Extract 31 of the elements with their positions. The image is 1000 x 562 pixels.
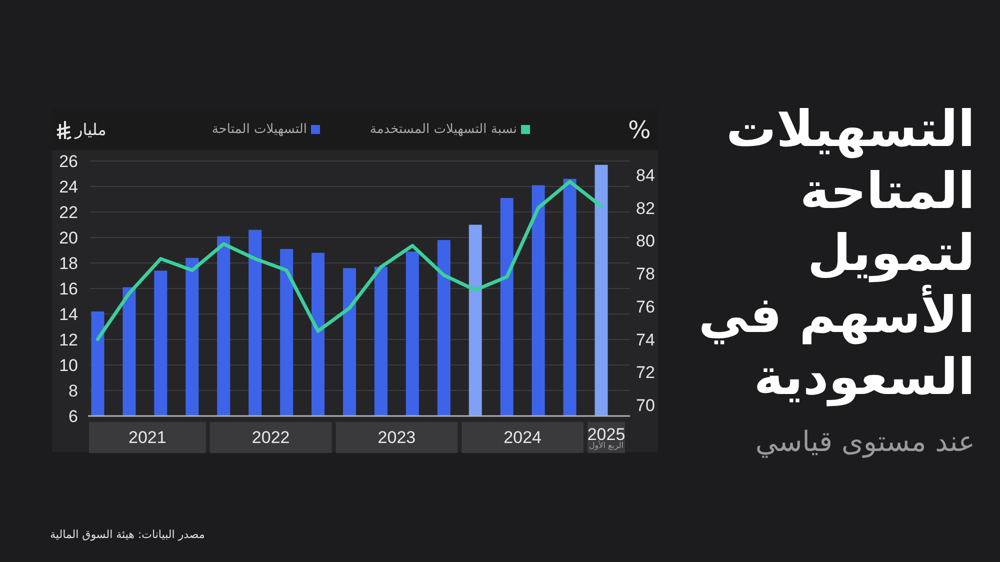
y-tick-label: 10 xyxy=(59,356,78,375)
y2-tick-label: 78 xyxy=(636,264,655,284)
y-tick-label: 12 xyxy=(59,330,78,350)
y-tick-label: 20 xyxy=(59,228,78,248)
text: 2023 xyxy=(378,428,416,447)
text: 2024 xyxy=(504,428,542,447)
text: 2022 xyxy=(252,428,290,447)
y-tick-label: 16 xyxy=(59,280,78,298)
y-tick-label: 14 xyxy=(59,305,78,324)
y-tick-label: 18 xyxy=(59,254,78,273)
text: مصدر البيانات: هيئة السوق المالية xyxy=(50,528,205,541)
y-tick-label: 6 xyxy=(68,407,78,426)
y2-tick-label: 82 xyxy=(636,198,655,218)
y-axis-title: مليار xyxy=(75,120,106,139)
y2-tick-label: 74 xyxy=(636,330,655,350)
legend-label: التسهيلات المتاحة xyxy=(212,122,307,137)
y-tick-label: 24 xyxy=(59,178,78,196)
y-tick-label: 22 xyxy=(59,203,78,222)
text: عند مستوى قياسي xyxy=(755,425,975,458)
y2-tick-label: 70 xyxy=(636,396,655,415)
y2-tick-label: 76 xyxy=(636,297,655,316)
text: الربع الأول xyxy=(588,441,624,450)
y2-tick-label: 84 xyxy=(636,166,655,185)
legend-label: نسبة التسهيلات المستخدمة xyxy=(370,122,517,137)
y2-tick-label: 72 xyxy=(636,363,655,382)
text: 2021 xyxy=(128,428,166,447)
text: التسهيلات المتاحة لتمويل الأسهم في السعودية xyxy=(698,99,975,408)
y-tick-label: 26 xyxy=(59,152,78,171)
y2-tick-label: 80 xyxy=(636,232,655,251)
y-tick-label: 8 xyxy=(68,382,78,400)
y2-axis-title: % xyxy=(628,116,651,144)
